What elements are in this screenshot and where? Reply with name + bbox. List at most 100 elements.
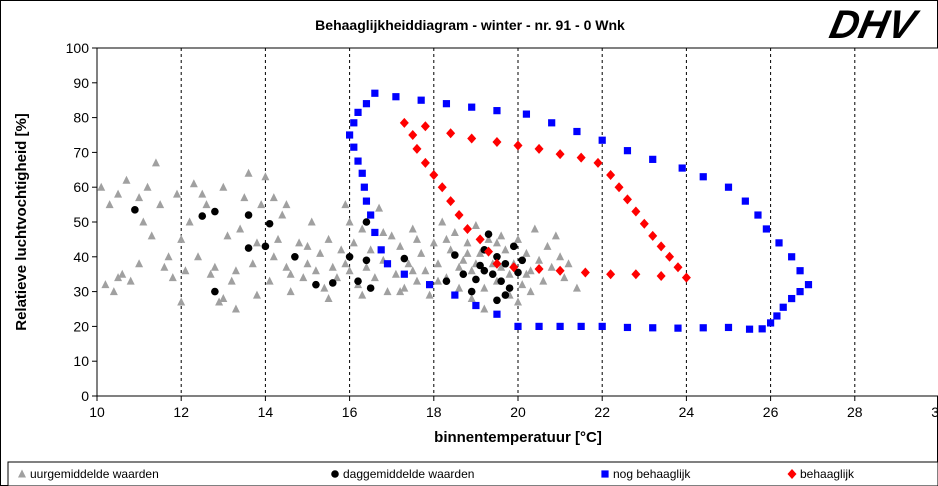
diamond-point: [656, 241, 666, 252]
diamond-point: [408, 130, 418, 140]
triangle-point: [227, 276, 236, 285]
y-tick-label: 0: [81, 388, 89, 404]
diamond-point: [606, 269, 616, 280]
triangle-point: [556, 252, 565, 261]
triangle-point: [139, 217, 148, 226]
triangle-point: [202, 200, 211, 209]
circle-point: [509, 242, 518, 251]
circle-point: [501, 291, 510, 299]
square-point: [741, 197, 749, 205]
triangle-point: [332, 273, 341, 282]
triangle-point: [379, 227, 388, 236]
square-point: [724, 323, 733, 332]
triangle-point: [324, 234, 333, 243]
circle-point: [518, 256, 527, 265]
triangle-point: [303, 259, 312, 268]
square-point: [522, 110, 531, 118]
triangle-point: [299, 273, 308, 282]
triangle-point: [311, 266, 320, 275]
square-point: [350, 119, 358, 127]
circle-point: [476, 261, 484, 270]
triangle-point: [177, 234, 186, 243]
x-tick-label: 16: [342, 404, 358, 420]
triangle-point: [156, 200, 165, 209]
triangle-point: [391, 269, 400, 278]
diamond-point: [462, 223, 472, 234]
square-point: [377, 246, 385, 254]
square-point: [724, 183, 733, 191]
triangle-point: [370, 273, 379, 282]
circle-point: [472, 275, 480, 284]
triangle-point: [185, 217, 194, 226]
triangle-point: [345, 266, 354, 275]
triangle-point: [252, 290, 261, 299]
square-point: [556, 322, 564, 330]
circle-point: [198, 212, 207, 220]
triangle-point: [492, 238, 501, 247]
series: [399, 117, 691, 283]
triangle-point: [408, 266, 417, 275]
y-tick-label: 70: [73, 144, 89, 160]
triangle-point: [455, 262, 464, 271]
circle-point: [480, 266, 489, 275]
square-point: [468, 103, 476, 111]
circle-point: [467, 287, 476, 296]
x-tick-label: 12: [173, 404, 189, 420]
circle-point: [261, 242, 270, 251]
legend-label: nog behaaglijk: [613, 467, 691, 481]
triangle-point: [337, 245, 346, 254]
square-point: [788, 294, 796, 303]
triangle-point: [219, 182, 228, 191]
y-tick-label: 90: [73, 75, 89, 91]
triangle-point: [320, 283, 329, 292]
triangle-point: [101, 280, 110, 289]
triangle-point: [560, 273, 569, 282]
circle-point: [211, 207, 219, 216]
triangle-point: [522, 269, 531, 278]
diamond-point: [475, 234, 485, 245]
circle-point: [244, 244, 253, 252]
diamond-point: [420, 121, 430, 132]
triangle-point: [467, 266, 476, 275]
triangle-point: [375, 203, 384, 212]
triangle-point: [274, 234, 283, 243]
triangle-point: [497, 231, 506, 240]
triangle-point: [210, 262, 219, 271]
square-point: [362, 100, 371, 108]
circle-point: [345, 252, 354, 261]
circle-point: [493, 252, 501, 261]
triangle-point: [505, 269, 514, 278]
triangle-point: [286, 269, 295, 278]
x-tick-label: 20: [510, 404, 526, 420]
legend-label: daggemiddelde waarden: [343, 467, 474, 481]
triangle-point: [417, 248, 426, 257]
triangle-point: [396, 241, 405, 250]
triangle-point: [219, 294, 228, 303]
triangle-point: [463, 238, 472, 247]
triangle-point: [383, 287, 392, 296]
triangle-point: [434, 259, 443, 268]
diamond-point: [555, 149, 565, 160]
triangle-point: [547, 262, 556, 271]
y-axis-title: Relatieve luchtvochtigheid [%]: [13, 113, 30, 331]
triangle-point: [316, 248, 325, 257]
triangle-point: [151, 158, 160, 167]
square-point: [425, 281, 434, 289]
circle-point: [211, 287, 219, 296]
circle-point: [505, 284, 514, 292]
y-tick-label: 100: [66, 40, 90, 56]
triangle-point: [564, 259, 573, 268]
triangle-point: [526, 266, 535, 275]
y-tick-label: 50: [73, 214, 89, 230]
x-tick-label: 10: [89, 404, 105, 420]
y-tick-label: 10: [73, 353, 89, 369]
triangle-point: [189, 179, 198, 188]
triangle-point: [459, 255, 468, 264]
square-point: [535, 322, 543, 330]
square-point: [598, 322, 606, 330]
square-point: [699, 324, 707, 332]
circle-point: [488, 270, 497, 279]
diamond-point: [437, 182, 447, 193]
triangle-point: [349, 238, 358, 247]
triangle-point: [425, 290, 434, 299]
